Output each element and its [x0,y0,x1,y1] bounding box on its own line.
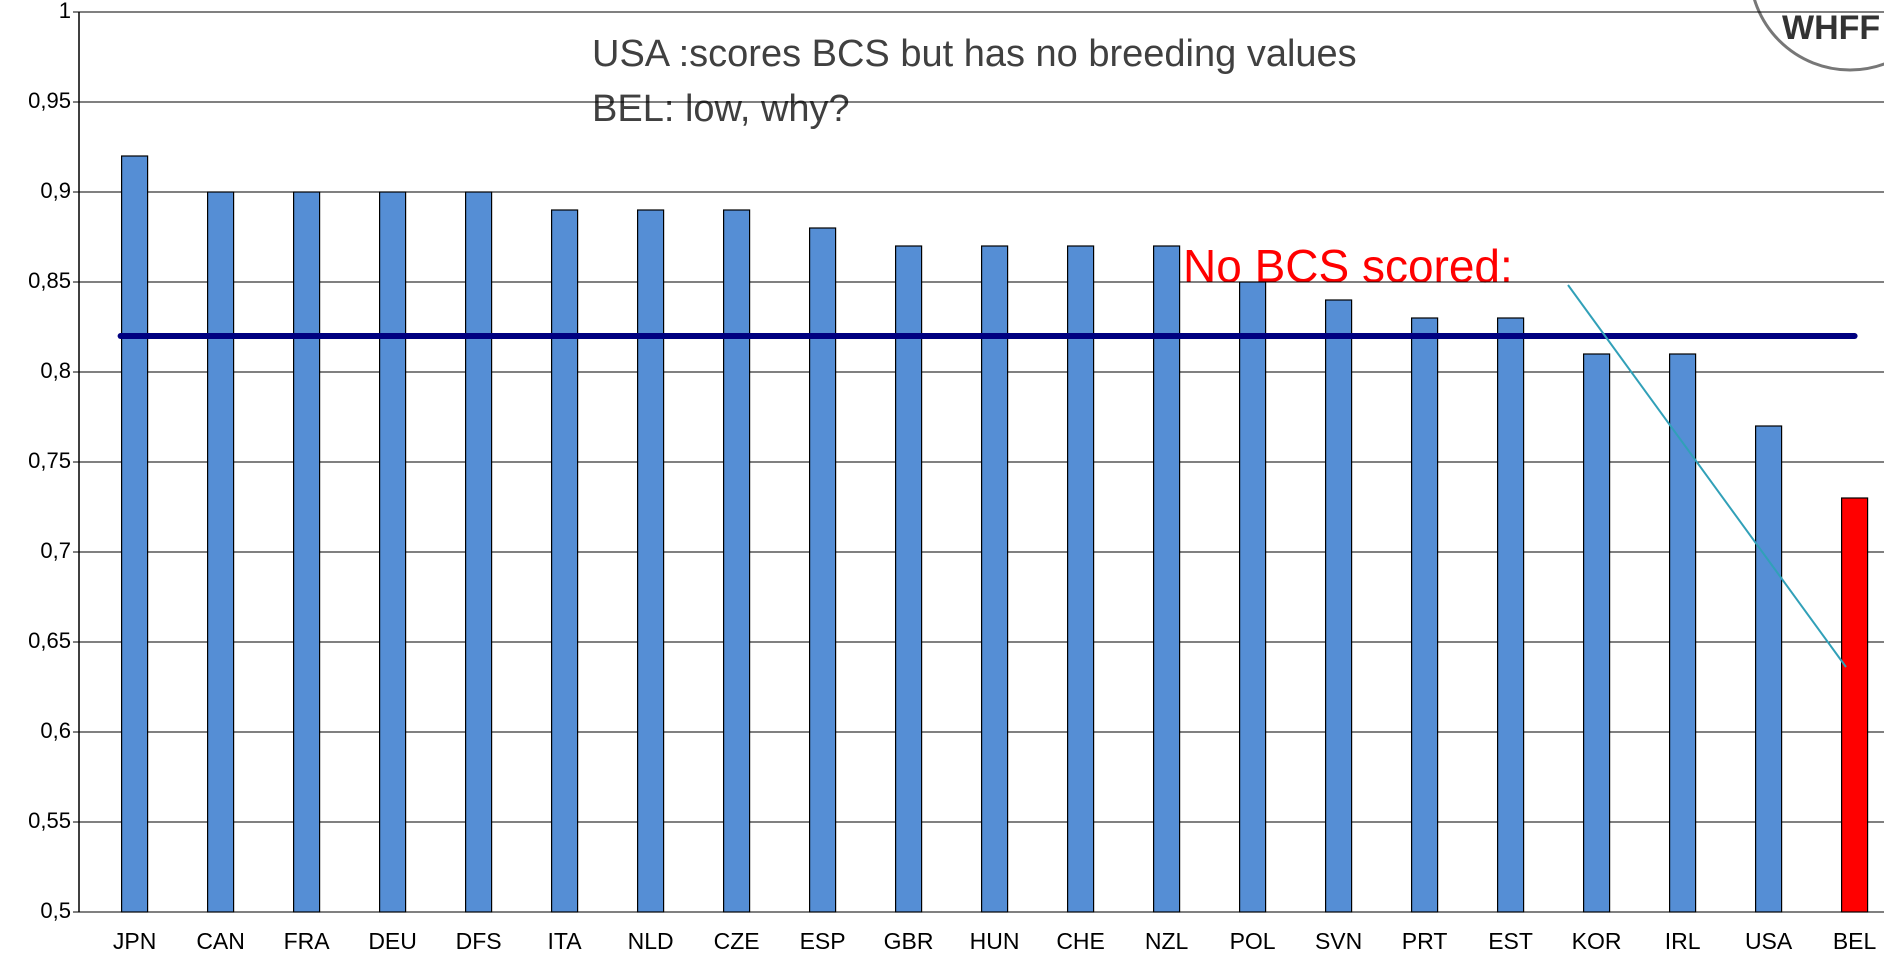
bar [379,191,407,913]
x-tick-label: ITA [548,928,583,954]
bar [1152,245,1181,913]
x-tick-label: FRA [284,928,331,954]
bar [1066,245,1095,913]
annotation: USA :scores BCS but has no breeding valu… [592,33,1357,75]
bar [465,191,493,913]
y-tick-label: 0,6 [40,718,71,743]
x-tick-label: SVN [1315,928,1362,954]
y-tick-label: 0,85 [28,268,71,293]
x-tick-label: GBR [884,928,934,954]
x-tick-label: DFS [456,928,502,954]
annotation-arrow [1567,284,1847,668]
y-tick-label: 0,75 [28,448,71,473]
bar [120,155,149,913]
x-tick-label: USA [1745,928,1793,954]
x-tick-label: CAN [196,928,245,954]
logo-badge [1753,0,1884,72]
bar [1582,353,1611,913]
x-tick-label: POL [1230,928,1276,954]
bar [980,245,1009,913]
y-tick-label: 0,65 [28,628,71,653]
x-tick-label: NLD [628,928,674,954]
x-tick-label: CZE [714,928,760,954]
y-tick-label: 0,9 [40,178,71,203]
x-tick-label: NZL [1145,928,1189,954]
y-tick-label: 0,5 [40,898,71,923]
annotation: BEL: low, why? [592,88,850,130]
annotation: No BCS scored: [1183,240,1513,292]
bar [894,245,923,913]
x-tick-label: EST [1488,928,1533,954]
bar [1496,317,1525,913]
bar [1754,425,1783,913]
x-tick-label: BEL [1833,928,1877,954]
bar [1410,317,1439,913]
x-tick-label: ESP [800,928,846,954]
logo-text: WHFF [1782,9,1880,47]
bar [808,227,837,913]
bar [1840,497,1869,913]
x-tick-label: DEU [368,928,417,954]
bar [1668,353,1697,913]
bar [722,209,751,913]
bar [293,191,321,913]
bar [550,209,579,913]
x-tick-label: JPN [113,928,156,954]
y-tick-label: 0,95 [28,88,71,113]
y-tick-label: 1 [59,0,71,23]
x-tick-label: IRL [1665,928,1701,954]
y-tick-label: 0,8 [40,358,71,383]
y-tick-label: 0,55 [28,808,71,833]
x-tick-label: CHE [1056,928,1105,954]
x-tick-label: KOR [1572,928,1622,954]
bar [1238,281,1267,913]
x-tick-label: PRT [1402,928,1448,954]
bar [1324,299,1353,913]
bar [207,191,235,913]
y-tick-label: 0,7 [40,538,71,563]
x-tick-label: HUN [970,928,1020,954]
bar [636,209,665,913]
